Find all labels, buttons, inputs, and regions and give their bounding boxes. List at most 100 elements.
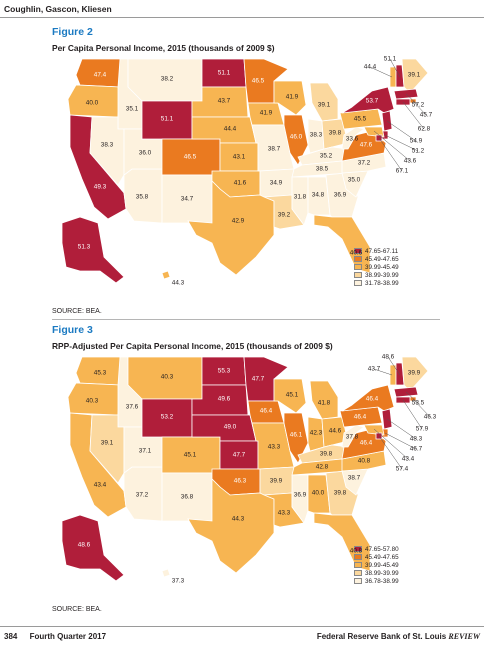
leader-line-md (373, 428, 409, 460)
figure-title: Per Capita Personal Income, 2015 (thousa… (52, 43, 275, 53)
state-or (67, 382, 121, 416)
leader-line-ri (412, 398, 431, 418)
state-value-la: 43.3 (277, 509, 291, 517)
state-ms (291, 474, 309, 524)
legend-label: 38.99-39.99 (365, 271, 399, 279)
state-value-ok: 46.3 (233, 477, 247, 485)
leader-line-ct (402, 399, 423, 430)
legend-swatch (354, 280, 362, 286)
state-value-wv: 37.8 (345, 433, 359, 441)
state-value-me: 39.1 (407, 71, 421, 79)
figure-label: Figure 3 (52, 324, 93, 336)
state-value-id: 37.6 (125, 403, 139, 411)
page-number: 384 (4, 632, 18, 641)
state-me (401, 356, 429, 392)
state-value-id: 35.1 (125, 105, 139, 113)
state-value-ma: 53.5 (411, 399, 425, 407)
state-md (363, 424, 385, 436)
state-value-ar: 34.9 (269, 179, 283, 187)
state-value-wi: 41.9 (285, 93, 299, 101)
state-value-ia: 46.4 (259, 407, 273, 415)
issue-label: Fourth Quarter 2017 (29, 632, 107, 641)
state-value-mo: 43.3 (267, 443, 281, 451)
leader-line-nj (386, 120, 417, 142)
state-value-mi: 39.1 (317, 101, 331, 109)
us-map-svg (61, 356, 431, 582)
choropleth-map: 47.65-57.80 45.49-47.65 39.99-45.49 38.99-3… (52, 353, 437, 600)
figure-2: Figure 2 Per Capita Personal Income, 201… (52, 26, 440, 320)
legend-label: 45.49-47.65 (365, 553, 399, 561)
state-value-de: 51.2 (411, 147, 425, 155)
state-value-al: 34.8 (311, 191, 325, 199)
state-value-mn: 47.7 (251, 375, 265, 383)
legend-swatch (354, 554, 362, 560)
state-value-ne: 49.0 (223, 423, 237, 431)
legend-swatch (354, 256, 362, 262)
state-value-ri: 45.7 (419, 111, 433, 119)
legend-swatch (354, 562, 362, 568)
state-value-ms: 31.8 (293, 193, 307, 201)
state-value-ne: 44.4 (223, 125, 237, 133)
state-il (283, 412, 309, 464)
legend-label: 39.99-45.49 (365, 263, 399, 271)
state-value-wv: 33.6 (345, 135, 359, 143)
state-value-nj: 54.9 (409, 137, 423, 145)
state-al (307, 176, 331, 216)
legend-label: 39.99-45.49 (365, 561, 399, 569)
leader-line-de (384, 432, 417, 450)
state-value-nv: 39.1 (100, 439, 114, 447)
state-value-ga: 39.8 (333, 489, 347, 497)
state-value-sd: 43.7 (217, 97, 231, 105)
legend-item: 31.78-38.99 (354, 279, 399, 287)
state-value-nd: 55.3 (217, 367, 231, 375)
leader-line-ct (402, 101, 425, 130)
state-value-nh: 48.6 (381, 353, 395, 361)
legend-item: 38.99-39.99 (354, 271, 399, 279)
state-value-ks: 43.1 (232, 153, 246, 161)
legend-label: 47.65-57.80 (365, 545, 399, 553)
state-value-hi: 37.3 (171, 577, 185, 585)
legend-label: 38.99-39.99 (365, 569, 399, 577)
figure-title: RPP-Adjusted Per Capita Personal Income,… (52, 341, 333, 351)
state-hi (161, 568, 171, 578)
state-oh (321, 416, 349, 448)
state-value-fl: 40.8 (349, 547, 363, 555)
state-value-mt: 40.3 (160, 373, 174, 381)
state-value-ri: 46.3 (423, 413, 437, 421)
legend-item: 38.99-39.99 (354, 569, 399, 577)
figure-source: SOURCE: BEA. (52, 308, 102, 315)
state-value-il: 46.1 (289, 431, 303, 439)
leader-line-ri (412, 100, 427, 116)
leader-line-dc (378, 137, 403, 172)
state-value-md: 43.6 (403, 157, 417, 165)
state-ak (61, 216, 125, 284)
state-value-vt: 44.4 (363, 63, 377, 71)
state-value-ct: 62.8 (417, 125, 431, 133)
state-value-ky: 39.8 (319, 450, 333, 458)
running-header-authors: Coughlin, Gascon, Kliesen (4, 4, 112, 14)
state-value-ak: 51.3 (77, 243, 91, 251)
state-value-la: 39.2 (277, 211, 291, 219)
state-value-ut: 37.1 (138, 447, 152, 455)
state-value-ca: 43.4 (93, 481, 107, 489)
legend-swatch (354, 272, 362, 278)
state-value-nj: 48.3 (409, 435, 423, 443)
legend-item: 36.78-38.99 (354, 577, 399, 585)
legend-item: 45.49-47.65 (354, 553, 399, 561)
state-value-or: 40.3 (85, 397, 99, 405)
state-value-sc: 38.7 (347, 474, 361, 482)
state-ms (291, 176, 309, 226)
state-value-dc: 57.4 (395, 465, 409, 473)
state-value-de: 46.7 (409, 445, 423, 453)
state-value-ca: 49.3 (93, 183, 107, 191)
state-value-mn: 46.5 (251, 77, 265, 85)
state-value-ms: 36.9 (293, 491, 307, 499)
state-value-mo: 38.7 (267, 145, 281, 153)
state-value-sd: 49.6 (217, 395, 231, 403)
state-value-sc: 35.0 (347, 176, 361, 184)
state-value-va: 46.4 (359, 439, 373, 447)
state-tx (187, 180, 275, 276)
figure-rule (52, 319, 440, 320)
us-map-svg (61, 58, 429, 284)
legend-swatch (354, 570, 362, 576)
